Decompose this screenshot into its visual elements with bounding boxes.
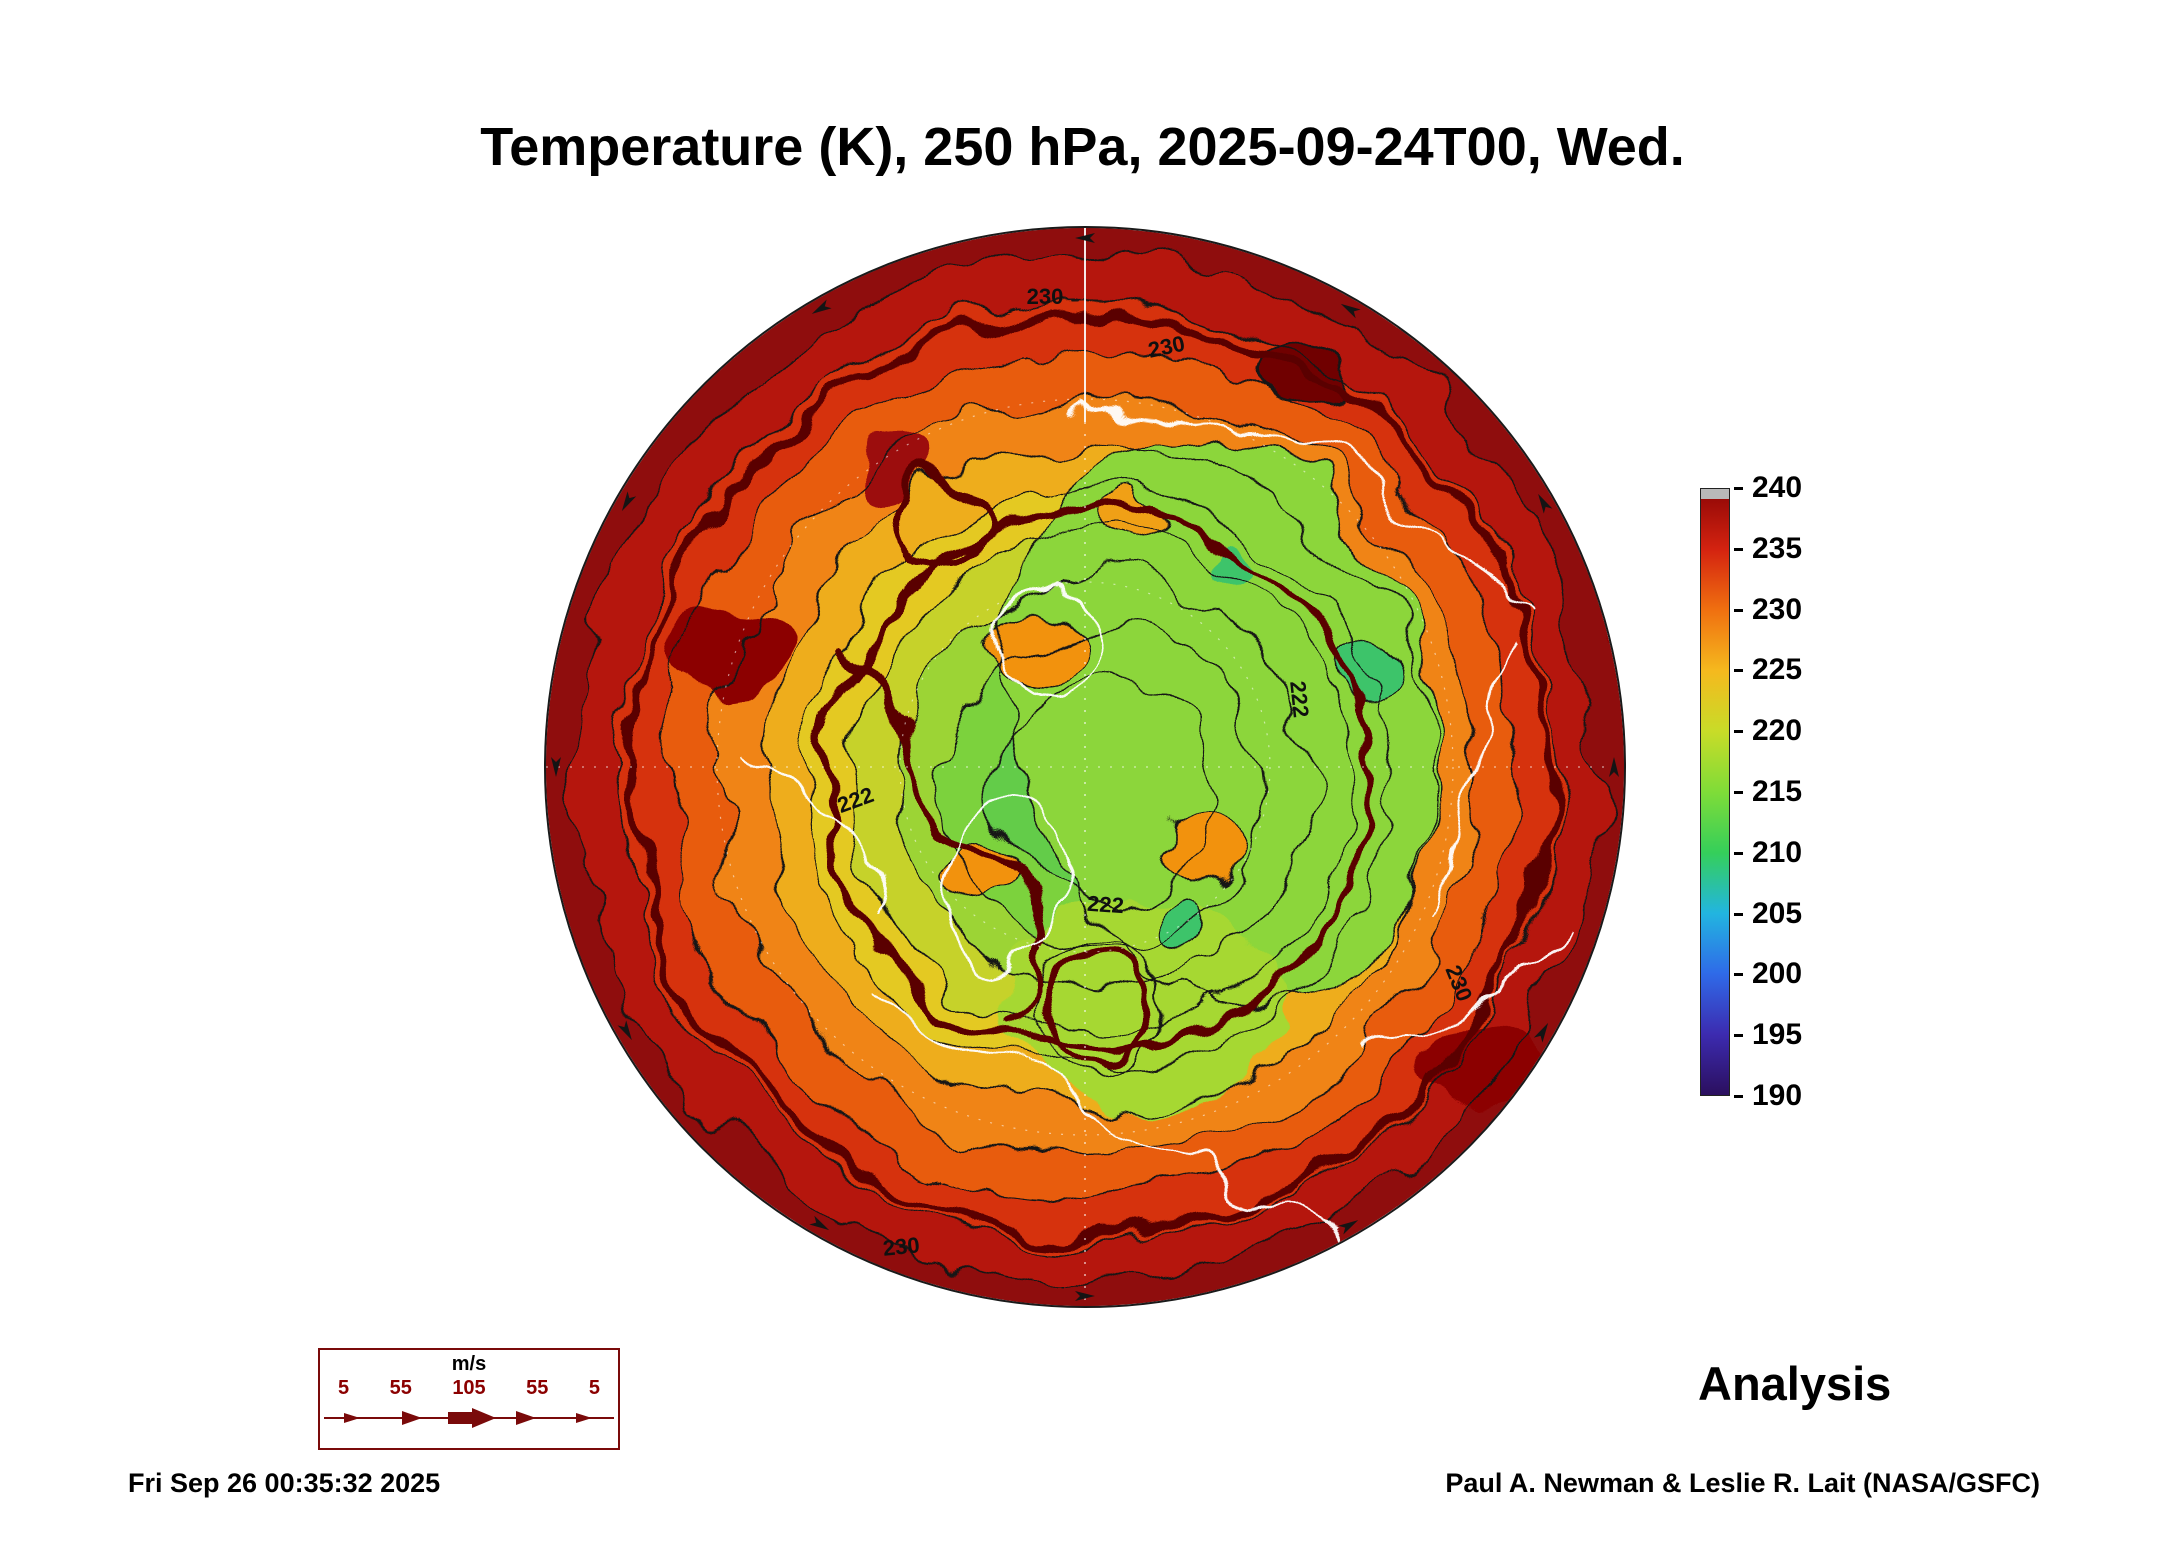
colorbar-ticks: 240 235 230 225 220 215 210 205 200 195 … — [1734, 471, 1854, 1112]
tick-label: 240 — [1752, 471, 1803, 504]
analysis-label: Analysis — [1698, 1357, 1892, 1410]
colorbar-tick: 210 — [1734, 836, 1802, 870]
tick-label: 220 — [1752, 714, 1803, 747]
tick-label: 230 — [1752, 593, 1803, 626]
coastlines — [738, 400, 1562, 1234]
colorbar-tick: 215 — [1734, 775, 1802, 809]
tick-mark — [1734, 547, 1743, 551]
contour-label: 230 — [1027, 284, 1064, 309]
tick-label: 235 — [1752, 532, 1803, 565]
tick-mark — [1734, 668, 1743, 672]
tick-label: 210 — [1752, 836, 1803, 869]
wind-scale-value: 5 — [588, 1377, 600, 1399]
tick-mark — [1734, 1094, 1743, 1098]
tick-mark — [1734, 912, 1743, 916]
map-clip-group — [546, 228, 1624, 1306]
tick-label: 205 — [1752, 897, 1803, 930]
tick-label: 225 — [1752, 653, 1803, 686]
tick-mark — [1734, 790, 1743, 794]
temperature-field — [546, 228, 1624, 1306]
wind-scale-legend: m/s 5 55 105 55 5 — [318, 1348, 620, 1450]
contour-label: 230 — [882, 1232, 921, 1261]
colorbar-tick: 225 — [1734, 653, 1802, 687]
thick-contours — [630, 312, 1554, 1236]
tick-label: 195 — [1752, 1018, 1803, 1051]
credit-line: Paul A. Newman & Leslie R. Lait (NASA/GS… — [1445, 1468, 2040, 1498]
colorbar-tick: 200 — [1734, 957, 1802, 991]
tick-label: 190 — [1752, 1079, 1803, 1112]
generation-timestamp: Fri Sep 26 00:35:32 2025 — [128, 1468, 441, 1498]
tick-label: 215 — [1752, 775, 1803, 808]
wind-scale-value: 5 — [338, 1377, 350, 1399]
wind-scale-value: 55 — [389, 1377, 412, 1399]
tick-mark — [1734, 729, 1743, 733]
colorbar-over-cap — [1701, 489, 1729, 499]
polar-temperature-map: 230 230 222 222 230 222 230 — [540, 222, 1630, 1312]
wind-scale-values: 5 55 105 55 5 — [320, 1377, 618, 1400]
colorbar-tick: 240 — [1734, 471, 1802, 505]
tick-label: 200 — [1752, 957, 1803, 990]
wind-scale-arrow-icon — [324, 1408, 614, 1428]
colorbar-tick: 190 — [1734, 1079, 1802, 1113]
colorbar-tick: 230 — [1734, 593, 1802, 627]
wind-scale-value: 55 — [526, 1377, 549, 1399]
colorbar-tick: 195 — [1734, 1018, 1802, 1052]
contour-label: 222 — [1285, 680, 1314, 719]
tick-mark — [1734, 851, 1743, 855]
colorbar-gradient — [1700, 488, 1730, 1096]
contour-labels: 230 230 222 222 230 222 230 — [834, 284, 1478, 1261]
tick-mark — [1734, 608, 1743, 612]
tick-mark — [1734, 972, 1743, 976]
wind-scale-value: 105 — [452, 1377, 486, 1399]
tick-mark — [1734, 486, 1743, 490]
colorbar: 240 235 230 225 220 215 210 205 200 195 … — [1700, 471, 1860, 1112]
contour-label: 222 — [1086, 891, 1124, 919]
map-boundary — [544, 226, 1626, 1308]
map-canvas: 230 230 222 222 230 222 230 — [544, 226, 1626, 1308]
page-title: Temperature (K), 250 hPa, 2025-09-24T00,… — [480, 117, 1685, 177]
tick-mark — [1734, 1033, 1743, 1037]
colorbar-tick: 220 — [1734, 714, 1802, 748]
latlon-grid — [546, 228, 1624, 1306]
colorbar-tick: 205 — [1734, 897, 1802, 931]
colorbar-tick: 235 — [1734, 532, 1802, 566]
wind-units-label: m/s — [451, 1353, 487, 1375]
